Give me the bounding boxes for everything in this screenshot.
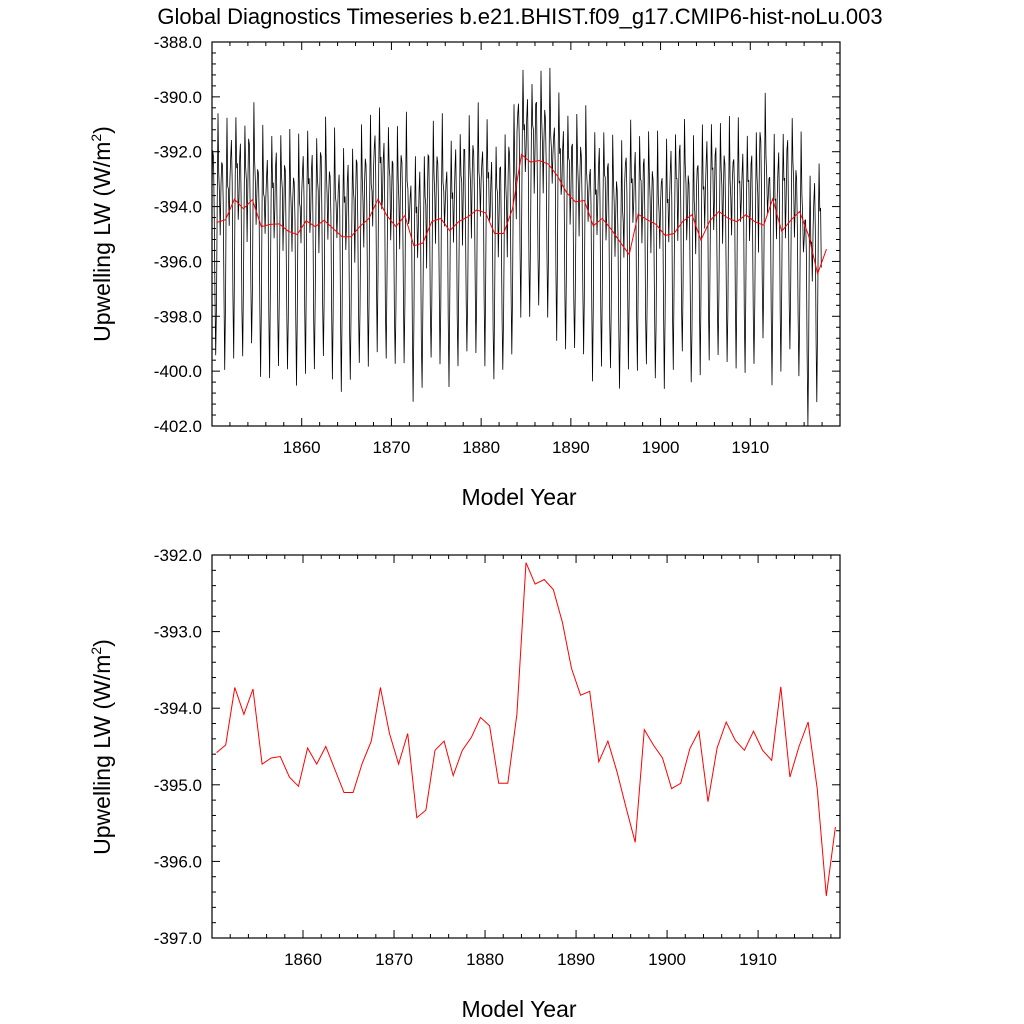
top-y-tick-labels: -388.0 -390.0 -392.0 -394.0 -396.0 -398.0 -400… <box>154 33 202 436</box>
x-tick-label: 1860 <box>283 438 321 457</box>
x-tick-label: 1910 <box>731 438 769 457</box>
y-tick-label: -400.0 <box>154 362 202 381</box>
bottom-y-label-superscript: 2 <box>88 647 104 655</box>
y-tick-label: -390.0 <box>154 88 202 107</box>
bottom-series-group <box>216 562 836 896</box>
y-tick-label: -396.0 <box>154 252 202 271</box>
y-tick-label: -394.0 <box>154 699 202 718</box>
x-tick-label: 1880 <box>462 438 500 457</box>
bottom-x-axis-label: Model Year <box>461 996 576 1022</box>
bottom-y-tick-labels: -392.0 -393.0 -394.0 -395.0 -396.0 -397.0 <box>154 546 202 948</box>
top-chart-panel: -388.0 -390.0 -392.0 -394.0 -396.0 -398.0 -400… <box>88 33 841 510</box>
bottom-chart-panel: -392.0 -393.0 -394.0 -395.0 -396.0 -397.0 186… <box>88 546 841 1022</box>
bottom-y-label-main: Upwelling LW (W/m <box>89 655 115 855</box>
x-tick-label: 1900 <box>642 438 680 457</box>
y-tick-label: -395.0 <box>154 776 202 795</box>
top-x-axis-label: Model Year <box>461 484 576 510</box>
x-tick-label: 1870 <box>373 438 411 457</box>
y-tick-label: -392.0 <box>154 143 202 162</box>
top-axis-ticks <box>211 41 841 427</box>
y-tick-label: -396.0 <box>154 852 202 871</box>
top-series-group <box>211 67 827 427</box>
bottom-x-tick-labels: 1860 1870 1880 1890 1900 1910 <box>284 950 777 969</box>
bottom-y-axis-label: Upwelling LW (W/m2) <box>88 639 115 855</box>
top-annual-series-line <box>216 153 827 276</box>
y-tick-label: -397.0 <box>154 929 202 948</box>
x-tick-label: 1890 <box>552 438 590 457</box>
bottom-axis-ticks <box>211 554 840 939</box>
x-tick-label: 1880 <box>466 950 504 969</box>
y-tick-label: -392.0 <box>154 546 202 565</box>
x-tick-label: 1910 <box>739 950 777 969</box>
x-tick-label: 1890 <box>557 950 595 969</box>
y-tick-label: -388.0 <box>154 33 202 52</box>
top-y-label-main: Upwelling LW (W/m <box>89 142 115 342</box>
y-tick-label: -393.0 <box>154 623 202 642</box>
y-tick-label: -394.0 <box>154 198 202 217</box>
top-y-label-superscript: 2 <box>88 134 104 142</box>
x-tick-label: 1860 <box>284 950 322 969</box>
y-tick-label: -398.0 <box>154 307 202 326</box>
top-plot-frame <box>211 41 841 427</box>
page-title: Global Diagnostics Timeseries b.e21.BHIS… <box>157 4 882 29</box>
top-monthly-series-line <box>211 67 822 427</box>
top-y-label-close: ) <box>89 126 115 134</box>
bottom-annual-series-line <box>216 562 836 896</box>
top-x-tick-labels: 1860 1870 1880 1890 1900 1910 <box>283 438 769 457</box>
top-y-axis-label: Upwelling LW (W/m2) <box>88 126 115 342</box>
bottom-plot-frame <box>211 554 841 939</box>
y-tick-label: -402.0 <box>154 417 202 436</box>
bottom-y-label-close: ) <box>89 639 115 647</box>
x-tick-label: 1900 <box>648 950 686 969</box>
x-tick-label: 1870 <box>375 950 413 969</box>
